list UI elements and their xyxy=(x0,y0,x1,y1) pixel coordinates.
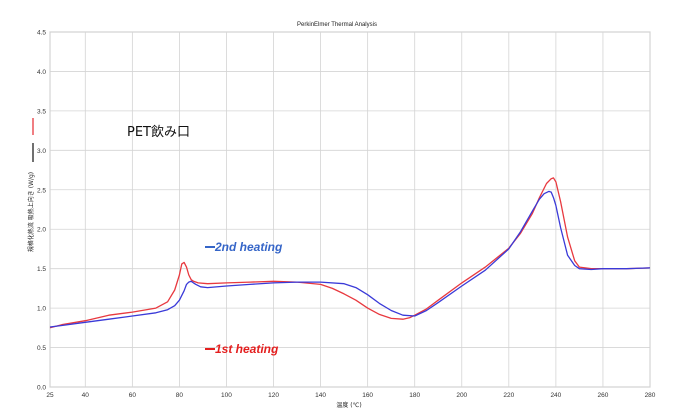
x-tick-label: 140 xyxy=(315,392,326,399)
legend-2nd-label: 2nd heating xyxy=(214,240,283,254)
chart-title: PerkinElmer Thermal Analysis xyxy=(297,22,377,28)
x-tick-label: 240 xyxy=(550,392,561,399)
x-tick-label: 80 xyxy=(176,392,184,399)
series-line-2nd-heating xyxy=(49,190,651,328)
x-tick-label: 160 xyxy=(362,392,373,399)
plot-area xyxy=(49,31,651,388)
x-tick-label: 220 xyxy=(503,392,514,399)
sample-annotation: PET飲み口 xyxy=(127,124,190,140)
y-tick-label: 0.0 xyxy=(37,385,46,392)
grid xyxy=(49,31,651,388)
y-axis-label: 規格化熱流 吸熱上向き (W/g) xyxy=(27,172,35,252)
x-tick-label: 200 xyxy=(456,392,467,399)
x-tick-label: 280 xyxy=(645,392,656,399)
y-tick-labels: 0.0 0.5 1.0 1.5 2.0 2.5 3.0 3.5 4.0 4.5 xyxy=(37,30,46,392)
y-tick-label: 2.0 xyxy=(37,227,46,234)
y-tick-label: 1.5 xyxy=(37,266,46,273)
x-tick-label: 260 xyxy=(598,392,609,399)
y-tick-label: 1.0 xyxy=(37,306,46,313)
series-line-1st-heating xyxy=(49,177,651,329)
y-tick-label: 4.0 xyxy=(37,69,46,76)
x-tick-label: 40 xyxy=(82,392,90,399)
series-lines xyxy=(49,177,651,329)
x-tick-label: 100 xyxy=(221,392,232,399)
y-tick-label: 4.5 xyxy=(37,30,46,37)
legend-1st-label: 1st heating xyxy=(215,342,279,356)
x-tick-labels: 25 40 60 80 100 120 140 160 180 200 220 240 260 280 xyxy=(46,392,655,399)
y-tick-label: 3.5 xyxy=(37,108,46,115)
y-tick-label: 0.5 xyxy=(37,345,46,352)
x-tick-label: 25 xyxy=(46,392,54,399)
x-tick-label: 180 xyxy=(409,392,420,399)
y-tick-label: 3.0 xyxy=(37,148,46,155)
y-tick-label: 2.5 xyxy=(37,187,46,194)
x-tick-label: 120 xyxy=(268,392,279,399)
x-tick-label: 60 xyxy=(129,392,137,399)
x-axis-label: 温度 (℃) xyxy=(336,401,361,409)
